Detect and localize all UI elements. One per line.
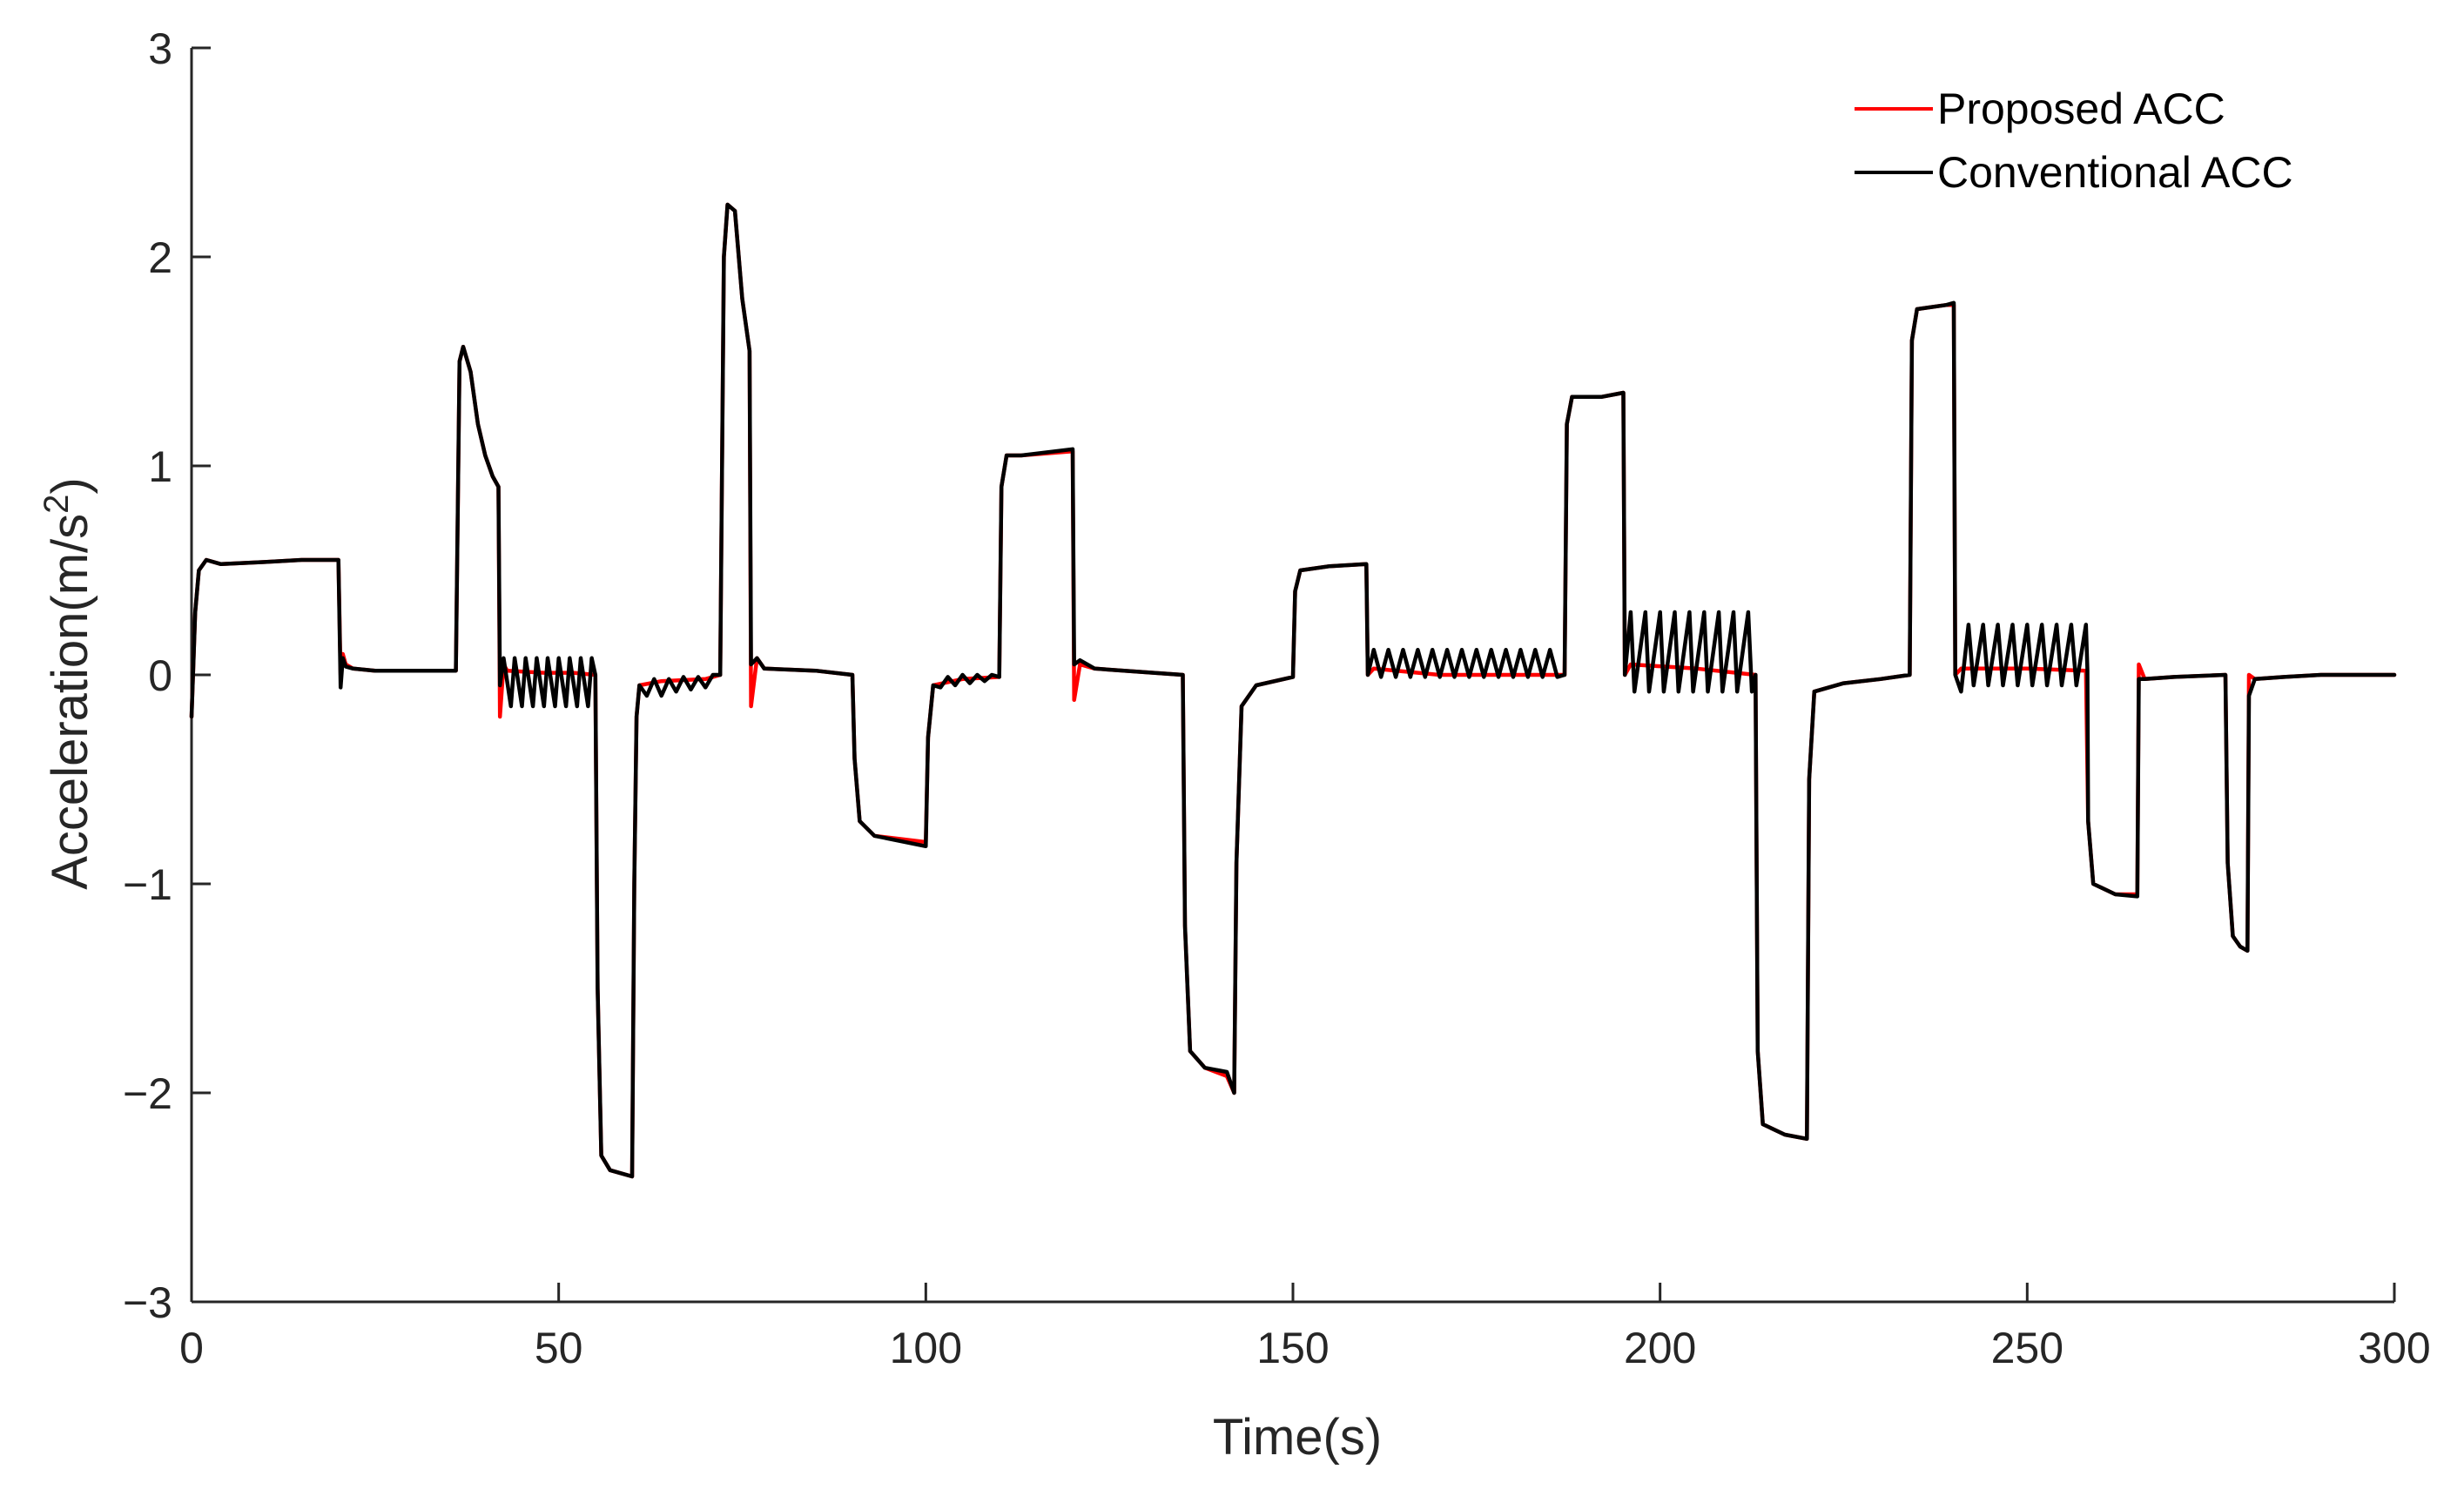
y-tick-label: 2 — [148, 233, 172, 282]
y-tick-label: 0 — [148, 651, 172, 700]
y-tick-label: −2 — [123, 1069, 172, 1118]
x-tick-label: 300 — [2358, 1324, 2430, 1372]
series-line-conventional-acc — [189, 202, 2397, 1179]
x-tick-label: 250 — [1991, 1324, 2063, 1372]
axes: 0 50 100 150 200 250 300 −3 −2 −1 0 1 2 3 — [123, 24, 2431, 1372]
y-tick-label: −1 — [123, 860, 172, 909]
legend-background — [1833, 83, 2399, 222]
x-tick-label: 150 — [1256, 1324, 1329, 1372]
x-tick-label: 100 — [890, 1324, 962, 1372]
legend-label-proposed: Proposed ACC — [1937, 84, 2225, 133]
x-tick-label: 0 — [179, 1324, 204, 1372]
legend: Proposed ACC Conventional ACC — [1833, 83, 2399, 222]
y-tick-label: 1 — [148, 442, 172, 491]
y-tick-label: −3 — [123, 1278, 172, 1327]
y-axis-label-main: Acceleration(m/s — [42, 514, 98, 890]
y-tick-label: 3 — [148, 24, 172, 73]
y-axis-label-superscript: 2 — [37, 495, 76, 514]
legend-label-conventional: Conventional ACC — [1937, 148, 2293, 197]
x-tick-label: 50 — [535, 1324, 583, 1372]
x-tick-label: 200 — [1624, 1324, 1696, 1372]
series-lines — [189, 202, 2397, 1179]
y-axis-label: Acceleration(m/s2) — [37, 477, 98, 890]
y-axis-label-close: ) — [42, 477, 98, 494]
x-axis-label: Time(s) — [1213, 1409, 1382, 1466]
